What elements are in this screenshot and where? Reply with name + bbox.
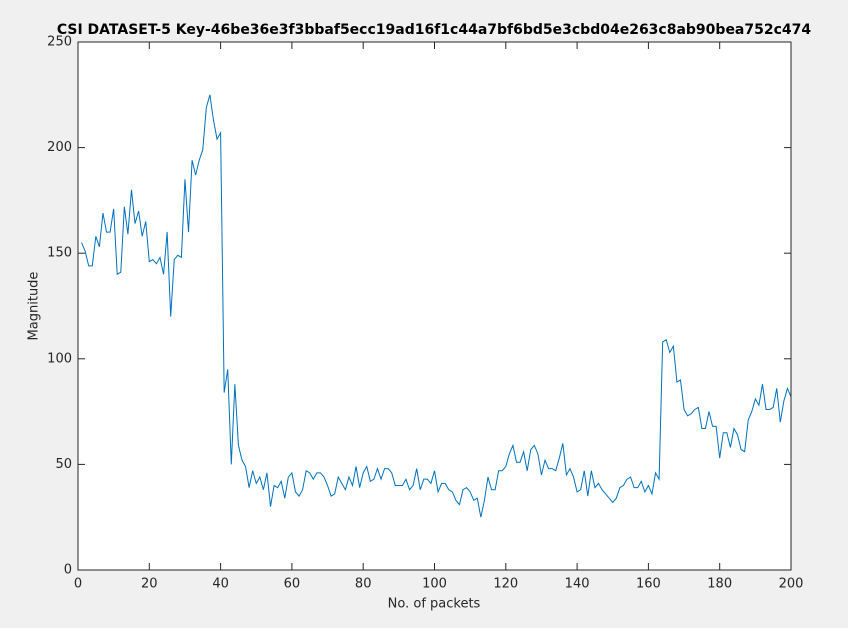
x-tick-label: 60 bbox=[284, 577, 301, 592]
y-tick-label: 0 bbox=[64, 563, 72, 578]
x-tick-label: 120 bbox=[493, 577, 518, 592]
y-tick-label: 250 bbox=[47, 35, 72, 50]
y-tick-label: 100 bbox=[47, 351, 72, 366]
y-axis-label: Magnitude bbox=[27, 272, 42, 341]
x-tick-label: 180 bbox=[707, 577, 732, 592]
data-line bbox=[81, 94, 792, 518]
x-tick-label: 160 bbox=[636, 577, 661, 592]
x-axis-label: No. of packets bbox=[388, 597, 481, 612]
x-tick-label: 20 bbox=[141, 577, 158, 592]
x-tick-label: 100 bbox=[422, 577, 447, 592]
x-tick-label: 140 bbox=[565, 577, 590, 592]
x-tick-label: 40 bbox=[212, 577, 229, 592]
y-tick-label: 50 bbox=[55, 457, 72, 472]
axes-box bbox=[77, 41, 792, 571]
plot-area bbox=[78, 42, 791, 570]
x-tick-label: 80 bbox=[355, 577, 372, 592]
x-tick-label: 0 bbox=[74, 577, 82, 592]
y-tick-label: 200 bbox=[47, 140, 72, 155]
x-tick-label: 200 bbox=[779, 577, 804, 592]
chart-title: CSI DATASET-5 Key-46be36e3f3bbaf5ecc19ad… bbox=[57, 22, 812, 38]
y-tick-label: 150 bbox=[47, 246, 72, 261]
